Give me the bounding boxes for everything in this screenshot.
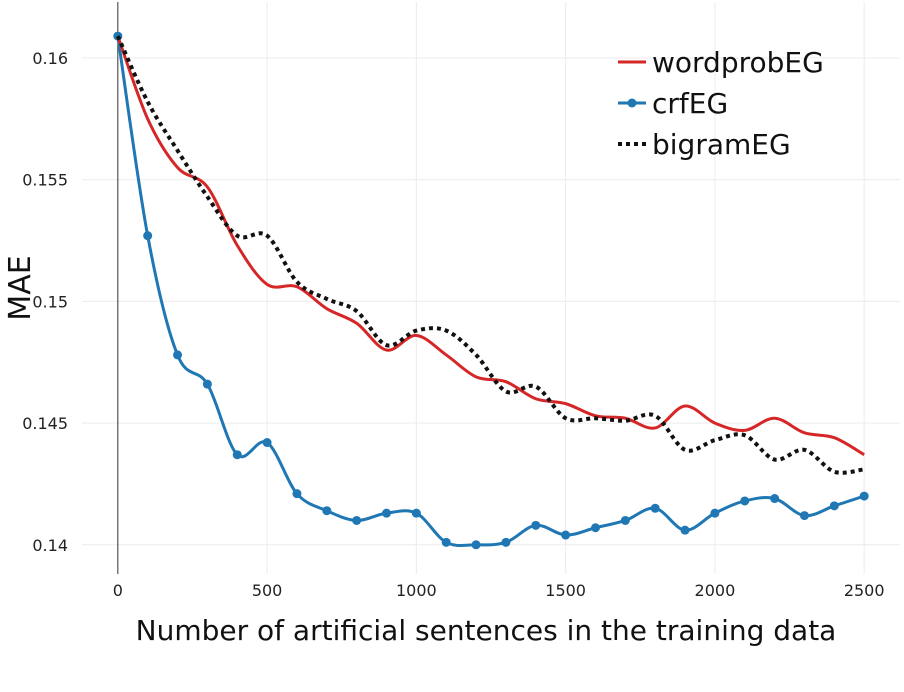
y-axis-ticks: 0.14 0.145 0.15 0.155 0.16 xyxy=(22,49,68,555)
grid xyxy=(82,2,900,574)
y-tick-label: 0.145 xyxy=(22,414,68,433)
y-tick-label: 0.16 xyxy=(32,49,68,68)
data-point-crfEG xyxy=(799,511,809,521)
data-point-crfEG xyxy=(770,494,780,504)
data-point-crfEG xyxy=(382,508,392,518)
legend-label: wordprobEG xyxy=(652,46,824,79)
data-point-crfEG xyxy=(501,537,511,547)
x-tick-label: 1500 xyxy=(545,581,586,600)
series-wordprobEG xyxy=(116,35,865,457)
x-axis-title: Number of artificial sentences in the tr… xyxy=(136,614,837,647)
data-point-crfEG xyxy=(859,491,869,501)
data-point-crfEG xyxy=(322,506,332,516)
data-point-crfEG xyxy=(143,231,153,241)
x-tick-label: 2500 xyxy=(844,581,885,600)
series-line-crfEG xyxy=(116,35,865,548)
series-line-wordprobEG xyxy=(116,35,865,457)
legend-item-bigramEG: bigramEG xyxy=(618,128,791,161)
series-line-bigramEG xyxy=(115,35,865,475)
x-axis-ticks: 0 500 1000 1500 2000 2500 xyxy=(113,581,885,600)
data-point-crfEG xyxy=(740,496,750,506)
series-layer xyxy=(113,31,869,550)
data-point-crfEG xyxy=(471,540,481,550)
data-point-crfEG xyxy=(561,530,571,540)
data-point-crfEG xyxy=(590,523,600,533)
y-tick-label: 0.155 xyxy=(22,171,68,190)
data-point-crfEG xyxy=(829,501,839,511)
data-point-crfEG xyxy=(531,520,541,530)
data-point-crfEG xyxy=(352,515,362,525)
legend-item-crfEG: crfEG xyxy=(618,87,728,120)
y-tick-label: 0.14 xyxy=(32,536,68,555)
x-tick-label: 2000 xyxy=(695,581,736,600)
legend-marker xyxy=(627,98,637,108)
legend-item-wordprobEG: wordprobEG xyxy=(618,46,824,79)
x-tick-label: 0 xyxy=(113,581,123,600)
legend-label: crfEG xyxy=(652,87,728,120)
data-point-crfEG xyxy=(411,508,421,518)
data-point-crfEG xyxy=(620,515,630,525)
legend: wordprobEG crfEG bigramEG xyxy=(618,46,824,161)
series-crfEG xyxy=(113,31,869,550)
series-bigramEG xyxy=(115,35,865,475)
data-point-crfEG xyxy=(262,438,272,448)
data-point-crfEG xyxy=(650,503,660,513)
data-point-crfEG xyxy=(232,450,242,460)
data-point-crfEG xyxy=(710,508,720,518)
y-tick-label: 0.15 xyxy=(32,292,68,311)
y-axis-title: MAE xyxy=(3,255,38,320)
x-tick-label: 500 xyxy=(252,581,283,600)
data-point-crfEG xyxy=(441,537,451,547)
legend-label: bigramEG xyxy=(652,128,791,161)
data-point-crfEG xyxy=(173,350,183,360)
data-point-crfEG xyxy=(680,525,690,535)
x-tick-label: 1000 xyxy=(396,581,437,600)
data-point-crfEG xyxy=(202,379,212,389)
data-point-crfEG xyxy=(292,489,302,499)
